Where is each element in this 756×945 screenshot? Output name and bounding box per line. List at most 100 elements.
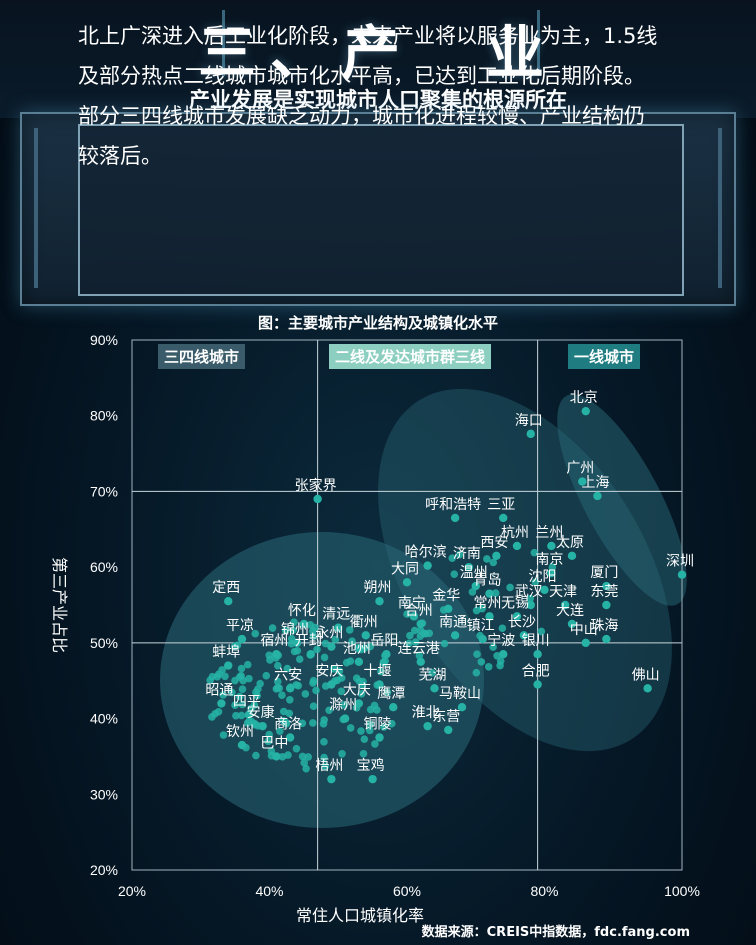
city-point	[354, 699, 364, 708]
panel-inner-frame	[78, 124, 684, 296]
city-label: 东莞	[590, 584, 618, 600]
scatter-point	[357, 690, 366, 698]
scatter-point	[312, 686, 320, 695]
scatter-point	[221, 672, 229, 681]
scatter-point	[537, 627, 546, 636]
scatter-point	[283, 664, 292, 673]
scatter-point	[290, 647, 299, 656]
city-point	[423, 561, 432, 570]
scatter-point	[262, 671, 271, 680]
city-label: 深圳	[666, 554, 694, 570]
scatter-point	[206, 676, 214, 685]
scatter-point	[366, 720, 375, 729]
city-label: 宁波	[487, 632, 515, 649]
city-label: 北京	[570, 390, 598, 406]
scatter-point	[448, 554, 456, 562]
city-label: 铜陵	[364, 717, 392, 733]
scatter-point	[483, 555, 491, 563]
scatter-point	[268, 624, 277, 632]
scatter-point	[215, 670, 223, 678]
scatter-point	[526, 594, 534, 603]
city-label: 池州	[343, 641, 371, 657]
city-point	[224, 661, 233, 670]
x-tick-label: 40%	[255, 883, 283, 899]
city-point	[402, 578, 412, 587]
city-label: 永州	[315, 626, 343, 642]
y-tick-label: 90%	[90, 332, 118, 348]
source-note: 数据来源：CREIS中指数据，fdc.fang.com	[421, 925, 690, 940]
scatter-point	[380, 658, 388, 667]
scatter-point	[331, 635, 340, 644]
scatter-point	[228, 688, 236, 697]
city-label: 大庆	[343, 682, 371, 698]
scatter-point	[237, 711, 246, 720]
city-point	[533, 680, 542, 689]
x-tick-label: 80%	[530, 883, 558, 899]
scatter-point	[279, 707, 288, 716]
city-point	[444, 604, 453, 613]
scatter-point	[337, 687, 346, 696]
scatter-point	[233, 641, 242, 650]
y-axis-title: 第三产业占比	[50, 557, 69, 653]
scatter-point	[238, 700, 247, 709]
scatter-point	[338, 750, 346, 758]
city-label: 滁州	[329, 698, 357, 714]
y-tick-label: 70%	[90, 483, 118, 499]
scatter-point	[380, 723, 388, 731]
city-label: 合州	[405, 603, 433, 619]
city-point	[224, 597, 233, 606]
scatter-point	[329, 665, 338, 673]
scatter-point	[298, 752, 307, 761]
scatter-point	[219, 731, 228, 739]
plot-frame	[131, 339, 683, 871]
y-tick-label: 20%	[90, 862, 118, 878]
scatter-point	[358, 681, 367, 690]
city-point	[602, 634, 611, 644]
scatter-point	[252, 751, 260, 760]
city-point	[526, 600, 535, 610]
city-point	[485, 589, 494, 598]
city-label: 安庆	[315, 664, 343, 680]
scatter-point	[250, 701, 259, 709]
city-label: 梧州	[315, 758, 343, 774]
city-label: 西安	[480, 535, 508, 551]
city-label: 大同	[391, 561, 419, 577]
scatter-point	[281, 626, 290, 635]
scatter-point	[506, 583, 514, 592]
city-point	[444, 725, 453, 735]
city-label: 佛山	[632, 667, 660, 683]
city-label: 兰州	[535, 525, 563, 541]
city-label: 金华	[432, 588, 460, 604]
scatter-point	[273, 684, 282, 692]
city-label: 十堰	[364, 664, 392, 680]
city-point	[499, 650, 508, 659]
scatter-point	[237, 664, 246, 673]
city-point	[244, 710, 254, 719]
city-label: 哈尔滨	[405, 545, 447, 561]
scatter-point	[428, 668, 437, 677]
city-label: 呼和浩特	[425, 497, 481, 513]
scatter-point	[340, 701, 348, 709]
scatter-point	[531, 578, 540, 586]
scatter-point	[403, 610, 411, 618]
city-point	[464, 562, 474, 572]
scatter-point	[388, 719, 396, 728]
scatter-point	[450, 570, 459, 578]
scatter-point	[496, 661, 504, 670]
city-label: 上海	[581, 475, 609, 491]
scatter-point	[320, 653, 329, 662]
scatter-point	[410, 626, 419, 635]
city-point	[340, 714, 350, 723]
city-point	[416, 619, 425, 629]
scatter-point	[321, 639, 330, 648]
scatter-point	[383, 688, 392, 697]
cluster-ellipse-first-tier	[557, 394, 687, 606]
city-point	[292, 638, 302, 648]
scatter-point	[265, 730, 273, 739]
city-label: 开封	[295, 633, 323, 649]
x-tick-label: 100%	[664, 883, 700, 899]
scatter-point	[245, 674, 253, 683]
city-point	[361, 631, 370, 640]
city-label: 南通	[439, 614, 467, 630]
scatter-point	[302, 764, 310, 773]
